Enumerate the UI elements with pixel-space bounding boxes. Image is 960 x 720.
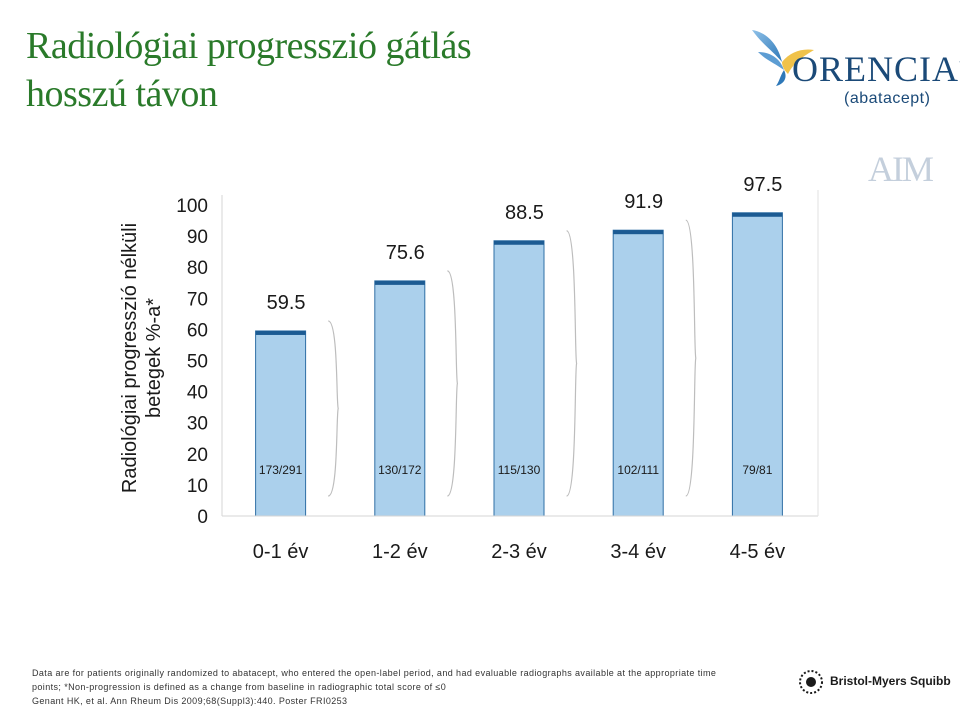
x-tick-label: 3-4 év: [610, 541, 666, 563]
bar-top-cap: [374, 280, 425, 285]
logo-wordmark: ORENCIA™: [792, 49, 960, 89]
page-title: Radiológiai progresszió gátlás hosszú tá…: [26, 22, 666, 118]
bracket-curve: [685, 219, 697, 497]
logo-generic-name: (abatacept): [844, 90, 931, 107]
aim-label: AIM: [868, 149, 934, 189]
bar-top-cap: [255, 330, 306, 335]
bar-value-label: 75.6: [386, 242, 425, 264]
bracket-curve: [566, 230, 578, 497]
y-tick-label: 0: [197, 507, 208, 528]
y-tick-label: 30: [187, 414, 208, 435]
sponsor-name: Bristol-Myers Squibb: [830, 674, 951, 688]
y-tick-label: 40: [187, 383, 208, 404]
x-tick-label: 0-1 év: [253, 541, 309, 563]
title-line-1: Radiológiai progresszió gátlás: [26, 25, 472, 67]
bar-count-label: 173/291: [259, 463, 303, 477]
dove-logo-icon: [752, 30, 814, 86]
footnote-line-2: points; *Non-progression is defined as a…: [32, 682, 447, 692]
bar-count-label: 102/111: [617, 463, 659, 477]
bar-count-label: 130/172: [378, 463, 422, 477]
x-tick-label: 4-5 év: [730, 541, 786, 563]
bar-top-cap: [613, 230, 664, 235]
sponsor-logo: Bristol-Myers Squibb: [798, 668, 951, 696]
bar-value-label: 59.5: [267, 292, 306, 314]
title-line-2: hosszú távon: [26, 73, 218, 115]
footnote-line-3: Genant HK, et al. Ann Rheum Dis 2009;68(…: [32, 696, 348, 706]
bracket-decorations: [327, 219, 697, 497]
bar: [374, 280, 426, 517]
bar-value-label: 91.9: [624, 191, 663, 213]
bar-top-cap: [494, 240, 544, 245]
bracket-curve: [327, 320, 339, 497]
footnote: Data are for patients originally randomi…: [32, 666, 772, 708]
x-axis: 0-1 év 1-2 év 2-3 év 3-4 év 4-5 év: [222, 190, 819, 563]
x-tick-label: 2-3 év: [491, 541, 547, 563]
bar-value-label: 88.5: [505, 202, 544, 224]
bms-logo-icon: [799, 670, 823, 694]
y-tick-label: 80: [187, 258, 208, 279]
y-tick-label: 20: [187, 445, 208, 466]
y-tick-label: 50: [187, 352, 208, 373]
bar-chart: 0 10 20 30 40 50 60 70 80 90 100 59.5 173/291 75.6 13…: [176, 174, 819, 563]
bar: [731, 212, 783, 517]
y-tick-label: 60: [187, 320, 208, 341]
footnote-line-1: Data are for patients originally randomi…: [32, 668, 717, 678]
bars: 59.5 173/291 75.6 130/172 88.5 115/130 91.9 102…: [255, 174, 783, 517]
bar-count-label: 115/130: [498, 463, 541, 477]
bar: [493, 240, 545, 517]
x-tick-label: 1-2 év: [372, 541, 428, 563]
y-tick-label: 10: [187, 476, 208, 497]
y-tick-label: 90: [187, 227, 208, 248]
bar-count-label: 79/81: [742, 463, 772, 477]
bar-top-cap: [732, 212, 783, 217]
bracket-curve: [446, 270, 459, 497]
bar: [255, 330, 307, 517]
y-tick-label: 100: [176, 196, 208, 217]
y-tick-label: 70: [187, 289, 208, 310]
orencia-logo: ORENCIA™ (abatacept): [748, 18, 960, 107]
bar-value-label: 97.5: [743, 174, 782, 196]
y-axis: 0 10 20 30 40 50 60 70 80 90 100: [176, 195, 223, 528]
